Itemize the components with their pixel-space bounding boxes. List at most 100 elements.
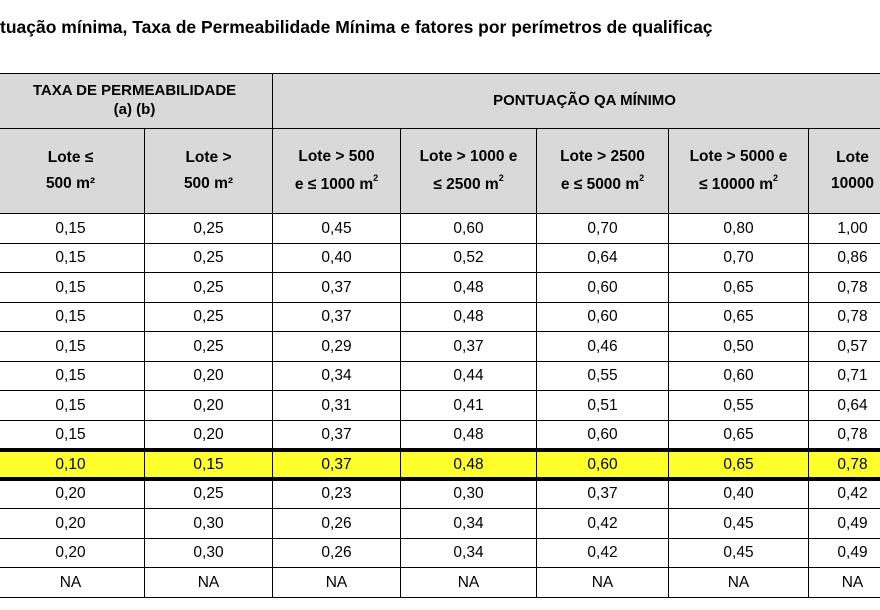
table-cell: 0,37	[400, 331, 537, 362]
header-score-group: PONTUAÇÃO QA MÍNIMO	[271, 73, 880, 129]
table-cell: 0,30	[400, 478, 537, 509]
table-cell: NA	[807, 567, 880, 598]
table-cell: 0,78	[807, 419, 880, 450]
table-cell: 0,48	[400, 449, 537, 480]
table-cell: 0,30	[144, 537, 273, 568]
table-cell: 0,20	[0, 537, 145, 568]
table-cell: 0,45	[668, 537, 809, 568]
table-cell: 0,48	[400, 301, 537, 332]
table-cell: NA	[272, 567, 401, 598]
table-cell: 0,40	[668, 478, 809, 509]
table-cell: 0,60	[400, 213, 537, 244]
table-cell: 0,42	[536, 537, 669, 568]
table-cell: 0,44	[400, 360, 537, 391]
table-cell: 0,25	[144, 478, 273, 509]
table-cell: 0,15	[144, 449, 273, 480]
table-cell: 0,49	[807, 508, 880, 539]
table-cell: 0,37	[536, 478, 669, 509]
table-cell: 0,31	[272, 390, 401, 421]
qualification-table: TAXA DE PERMEABILIDADE (a) (b) PONTUAÇÃO…	[0, 73, 880, 598]
table-cell: 0,25	[144, 272, 273, 303]
table-row: 0,15 0,20 0,34 0,44 0,55 0,60 0,71	[0, 360, 880, 391]
column-header-superscript: 2	[773, 172, 779, 183]
table-cell: 0,65	[668, 272, 809, 303]
table-cell: 0,49	[807, 537, 880, 568]
table-cell: 0,70	[536, 213, 669, 244]
column-header-line1: Lote > 5000 e	[689, 148, 788, 166]
table-cell: 0,20	[0, 478, 145, 509]
table-cell: 0,60	[536, 272, 669, 303]
table-cell: 0,34	[400, 537, 537, 568]
table-cell: 0,45	[668, 508, 809, 539]
table-cell: 0,37	[272, 449, 401, 480]
table-cell: 0,15	[0, 242, 145, 273]
table-row: 0,15 0,20 0,31 0,41 0,51 0,55 0,64	[0, 390, 880, 421]
table-cell: 0,34	[272, 360, 401, 391]
table-cell: 0,15	[0, 213, 145, 244]
table-cell: 0,15	[0, 272, 145, 303]
table-cell: 0,80	[668, 213, 809, 244]
column-header-line1: Lote ≤	[47, 148, 94, 166]
table-cell: 0,25	[144, 301, 273, 332]
table-row: 0,20 0,30 0,26 0,34 0,42 0,45 0,49	[0, 508, 880, 539]
table-cell: 0,51	[536, 390, 669, 421]
table-cell: 0,20	[0, 508, 145, 539]
table-cell: 0,15	[0, 331, 145, 362]
header-permeability-group: TAXA DE PERMEABILIDADE (a) (b)	[0, 73, 273, 129]
table-cell: 0,52	[400, 242, 537, 273]
table-cell: 0,64	[807, 390, 880, 421]
table-row: 0,15 0,25 0,37 0,48 0,60 0,65 0,78	[0, 301, 880, 332]
column-header: Lote > 1000 e ≤ 2500 m2	[400, 128, 537, 214]
table-cell: 0,60	[536, 419, 669, 450]
table-row: 0,20 0,25 0,23 0,30 0,37 0,40 0,42	[0, 478, 880, 509]
table-cell: 0,37	[272, 419, 401, 450]
table-cell: 0,25	[144, 213, 273, 244]
table-cell: 0,20	[144, 419, 273, 450]
column-header-superscript: 2	[498, 172, 504, 183]
table-cell: 0,48	[400, 272, 537, 303]
table-cell: 0,42	[807, 478, 880, 509]
column-header-line2: 500 m²	[45, 175, 96, 192]
table-cell: 0,25	[144, 242, 273, 273]
table-cell: 0,57	[807, 331, 880, 362]
table-cell: 0,48	[400, 419, 537, 450]
column-header: Lote > 500 m²	[144, 128, 273, 214]
table-cell: 0,78	[807, 272, 880, 303]
table-cell: 0,40	[272, 242, 401, 273]
table-cell: 0,42	[536, 508, 669, 539]
column-header-line1: Lote > 2500	[560, 148, 645, 166]
table-body: 0,15 0,25 0,45 0,60 0,70 0,80 1,00 0,15 0,25 0,40…	[0, 213, 880, 598]
document-title: tuação mínima, Taxa de Permeabilidade Mí…	[0, 17, 713, 37]
table-row: 0,15 0,25 0,29 0,37 0,46 0,50 0,57	[0, 331, 880, 362]
column-header-line2: 10000	[830, 175, 875, 192]
table-cell: NA	[400, 567, 537, 598]
table-cell: 0,15	[0, 419, 145, 450]
table-row: 0,10 0,15 0,37 0,48 0,60 0,65 0,78	[0, 449, 880, 480]
table-cell: 0,46	[536, 331, 669, 362]
table-cell: 0,65	[668, 301, 809, 332]
table-cell: NA	[668, 567, 809, 598]
table-cell: 0,71	[807, 360, 880, 391]
table-cell: 0,70	[668, 242, 809, 273]
table-cell: 0,65	[668, 419, 809, 450]
table-cell: 0,60	[536, 449, 669, 480]
column-header-line2: ≤ 2500 m	[433, 175, 499, 193]
table-cell: 0,25	[144, 331, 273, 362]
column-header-superscript: 2	[639, 172, 645, 183]
table-cell: 0,64	[536, 242, 669, 273]
table-cell: 0,10	[0, 449, 145, 480]
table-cell: 0,55	[536, 360, 669, 391]
table-cell: 0,15	[0, 390, 145, 421]
column-header: Lote ≤ 500 m²	[0, 128, 145, 214]
table-cell: 0,45	[272, 213, 401, 244]
column-header-line2: e ≤ 1000 m	[294, 175, 374, 193]
table-cell: 1,00	[807, 213, 880, 244]
table-row: 0,15 0,25 0,45 0,60 0,70 0,80 1,00	[0, 213, 880, 244]
column-header: Lote > 500 e ≤ 1000 m2	[272, 128, 401, 214]
table-cell: 0,55	[668, 390, 809, 421]
table-cell: 0,65	[668, 449, 809, 480]
table-cell: 0,50	[668, 331, 809, 362]
table-cell: 0,37	[272, 301, 401, 332]
column-header: Lote 10000	[807, 128, 880, 214]
table-cell: 0,37	[272, 272, 401, 303]
